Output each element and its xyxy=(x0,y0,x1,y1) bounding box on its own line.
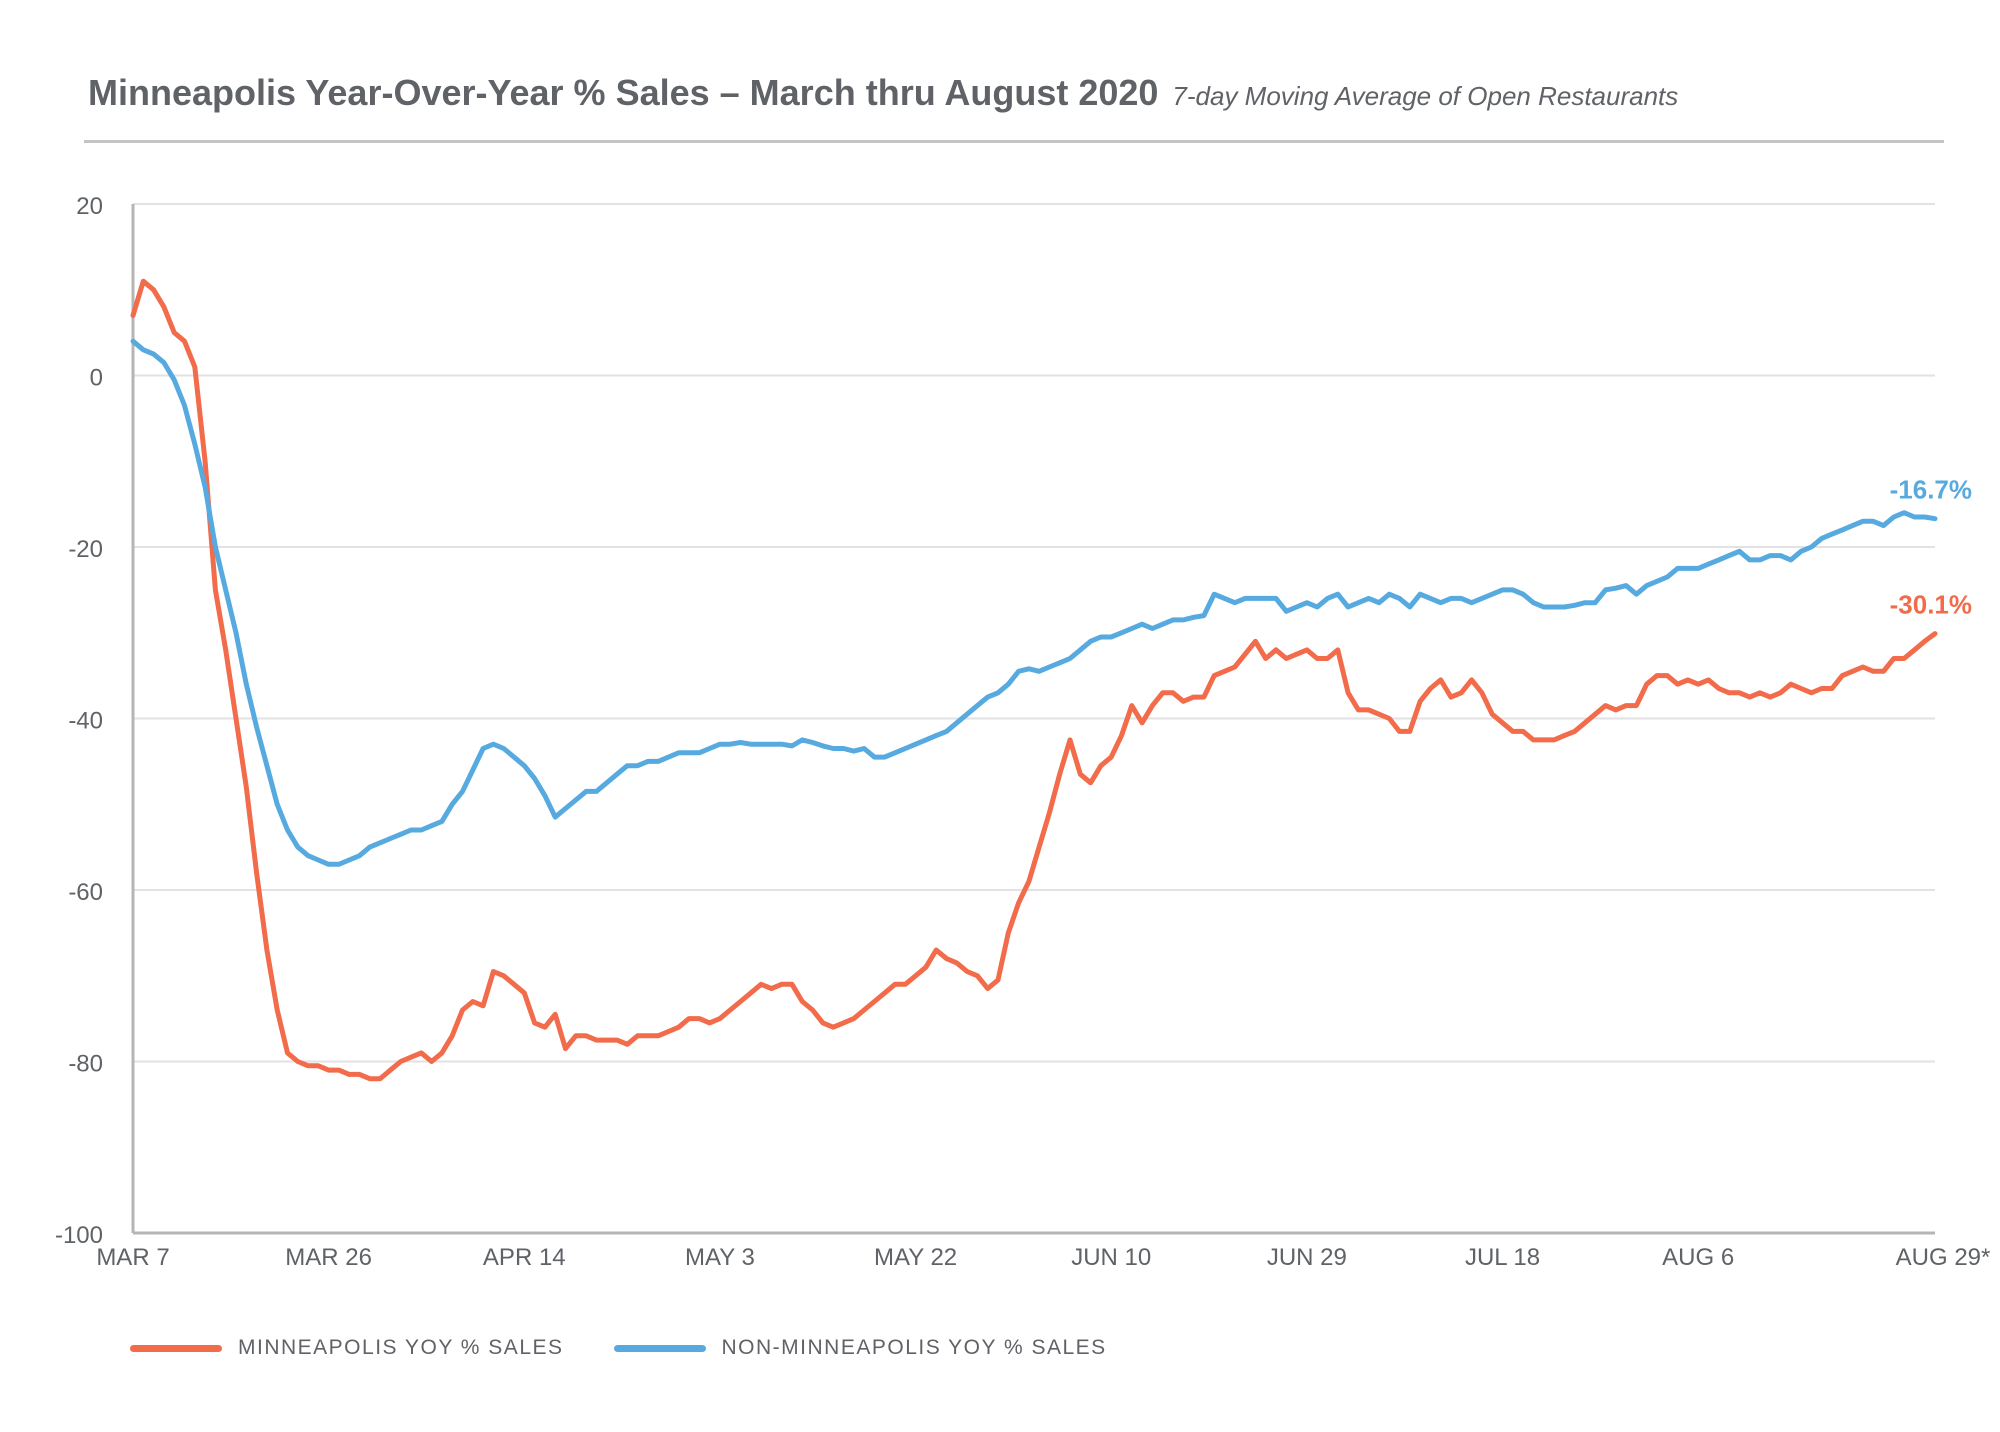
y-tick-label: -20 xyxy=(68,536,103,563)
x-axis-ticks: MAR 7 MAR 26 APR 14 MAY 3 MAY 22 JUN 10 JUN 29… xyxy=(96,1244,1990,1271)
x-tick-label: MAY 22 xyxy=(874,1244,957,1271)
y-tick-label: 0 xyxy=(90,365,103,392)
legend: MINNEAPOLIS YOY % SALES NON-MINNEAPOLIS … xyxy=(130,1336,1157,1360)
legend-label-non-minneapolis: NON-MINNEAPOLIS YOY % SALES xyxy=(721,1336,1107,1359)
y-tick-label: -100 xyxy=(55,1222,103,1249)
non-minneapolis-end-label: -16.7% xyxy=(1890,475,1972,505)
non-minneapolis-line xyxy=(130,338,1938,867)
x-tick-label: AUG 29* xyxy=(1896,1244,1991,1271)
chart-title: Minneapolis Year-Over-Year % Sales – Mar… xyxy=(88,72,1159,113)
legend-label-minneapolis: MINNEAPOLIS YOY % SALES xyxy=(238,1336,564,1359)
x-tick-label: AUG 6 xyxy=(1662,1244,1734,1271)
axes xyxy=(131,204,1935,1235)
series-lines xyxy=(130,278,1938,1082)
x-tick-label: MAR 26 xyxy=(285,1244,372,1271)
x-tick-label: MAY 3 xyxy=(685,1244,755,1271)
y-tick-label: 20 xyxy=(76,193,103,220)
minneapolis-line xyxy=(130,278,1938,1082)
end-labels: -30.1% -16.7% xyxy=(1890,475,1972,620)
x-tick-label: APR 14 xyxy=(483,1244,566,1271)
y-tick-label: -40 xyxy=(68,708,103,735)
minneapolis-end-label: -30.1% xyxy=(1890,590,1972,620)
y-axis-ticks: 20 0 -20 -40 -60 -80 -100 xyxy=(55,193,103,1249)
legend-swatch-non-minneapolis xyxy=(613,1344,706,1352)
title-divider xyxy=(84,140,1944,143)
grid-lines xyxy=(133,203,1935,1063)
legend-swatch-minneapolis xyxy=(130,1344,222,1352)
chart-subtitle: 7-day Moving Average of Open Restaurants xyxy=(1172,81,1679,111)
y-tick-label: -80 xyxy=(68,1051,103,1078)
legend-item-non-minneapolis: NON-MINNEAPOLIS YOY % SALES xyxy=(613,1336,1107,1360)
x-tick-label: MAR 7 xyxy=(96,1244,169,1271)
x-tick-label: JUN 10 xyxy=(1071,1244,1151,1271)
x-tick-label: JUL 18 xyxy=(1465,1244,1540,1271)
y-tick-label: -60 xyxy=(68,879,103,906)
x-tick-label: JUN 29 xyxy=(1267,1244,1347,1271)
chart-title-row: Minneapolis Year-Over-Year % Sales – Mar… xyxy=(88,72,1678,114)
legend-item-minneapolis: MINNEAPOLIS YOY % SALES xyxy=(130,1336,564,1360)
